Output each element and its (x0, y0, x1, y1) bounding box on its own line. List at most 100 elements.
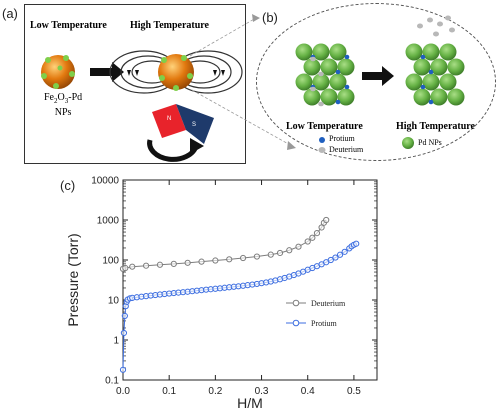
panel-b-label: (b) (262, 10, 278, 25)
data-point-deuterium (156, 261, 164, 268)
series-line-deuterium (122, 219, 327, 270)
legend-protium-marker (319, 137, 325, 143)
x-tick-label: 0.3 (255, 386, 269, 397)
rotation-arrow-icon (147, 138, 204, 162)
pd-atom (303, 58, 321, 76)
panel-a-label: (a) (2, 6, 18, 21)
magnet-n-label: N (167, 116, 172, 122)
legend-marker (292, 319, 300, 327)
pd-lattice-high-temp (405, 15, 465, 106)
legend-deuterium-label: Deuterium (329, 145, 364, 154)
pd-atom (337, 58, 355, 76)
deuterium-atom (437, 21, 443, 27)
deuterium-atom (445, 15, 451, 21)
magnet-icon (152, 104, 214, 144)
legend-label-deuterium: Deuterium (311, 299, 346, 308)
y-tick-label: 100 (102, 256, 119, 267)
data-point-protium (336, 251, 344, 258)
protium-atom (420, 84, 426, 90)
data-point-protium (121, 312, 128, 320)
x-tick-label: 0.1 (162, 386, 176, 397)
nanoparticle-high-temp (158, 54, 194, 91)
data-point-protium (332, 254, 339, 261)
data-point-deuterium (313, 230, 321, 237)
deuterium-atom (318, 71, 324, 77)
data-point-deuterium (212, 257, 219, 264)
legend-pd-label: Pd NPs (418, 138, 442, 147)
protium-atom (335, 69, 341, 75)
pd-atom (413, 88, 431, 106)
data-point-deuterium (286, 247, 293, 254)
data-point-deuterium (170, 260, 177, 267)
data-point-deuterium (226, 256, 233, 263)
deuterium-atom (449, 27, 455, 33)
pd-atom (422, 73, 440, 91)
magnet-s-label: S (192, 122, 197, 128)
data-point-deuterium (304, 238, 311, 245)
pd-atom (337, 88, 355, 106)
legend-deuterium-marker (318, 147, 326, 153)
protium-atom (428, 99, 434, 105)
deuterium-atom (310, 56, 316, 62)
legend-pd-marker (402, 137, 414, 149)
data-point-deuterium (129, 263, 136, 270)
pd-atom (422, 43, 440, 61)
data-point-protium (120, 329, 128, 337)
pd-atom (320, 88, 338, 106)
x-axis-label: H/M (237, 395, 263, 411)
pd-atom (295, 43, 313, 61)
pd-atom (405, 43, 423, 61)
pd-atom (312, 43, 330, 61)
y-tick-label: 1 (113, 336, 119, 347)
x-tick-label: 0.2 (208, 386, 222, 397)
protium-atom (420, 54, 426, 60)
panel-b-ellipse (256, 3, 496, 161)
pd-atom (320, 58, 338, 76)
y-tick-label: 0.1 (105, 376, 119, 387)
protium-atom (428, 69, 434, 75)
data-point-deuterium (122, 264, 129, 272)
panel-b-low-temperature: Low Temperature (286, 121, 363, 132)
deuterium-atom (318, 101, 324, 107)
protium-atom (335, 99, 341, 105)
pd-atom (447, 58, 465, 76)
y-tick-label: 10000 (91, 176, 119, 187)
right-arrow-icon (90, 62, 124, 82)
deuterium-atom (433, 31, 439, 37)
protium-atom (344, 54, 350, 60)
data-point-deuterium (142, 262, 150, 269)
x-tick-label: 0.4 (301, 386, 315, 397)
pd-atom (329, 43, 347, 61)
data-point-protium (327, 256, 334, 264)
deuterium-atom (427, 17, 433, 23)
y-tick-label: 1000 (97, 216, 120, 227)
np-label: Fe2O3-Pd NPs (44, 92, 83, 118)
panel-a-high-temperature: High Temperature (130, 20, 209, 31)
plot-frame (122, 179, 378, 381)
panel-a-illustration (41, 50, 243, 162)
pd-atom (430, 88, 448, 106)
pd-atom (447, 88, 465, 106)
panel-a-box (24, 4, 246, 164)
panel-b-illustration (295, 15, 465, 153)
pd-atom (439, 43, 457, 61)
pd-atom (312, 73, 330, 91)
y-axis-label: Pressure (Torr) (65, 233, 81, 326)
x-tick-label: 0.0 (116, 386, 130, 397)
pd-atom (303, 88, 321, 106)
data-point-deuterium (267, 251, 274, 258)
data-point-deuterium (309, 234, 316, 241)
legend-label-protium: Protium (311, 319, 338, 328)
nanoparticle-low-temp (41, 55, 75, 89)
data-point-protium (119, 366, 127, 373)
panel-c-label: (c) (60, 178, 76, 193)
legend-marker (292, 299, 300, 307)
pd-atom (295, 73, 313, 91)
protium-atom (344, 84, 350, 90)
legend-protium-label: Protium (329, 134, 355, 143)
y-tick-label: 10 (108, 296, 120, 307)
pd-atom (405, 73, 423, 91)
data-point-deuterium (323, 216, 330, 224)
pd-atom (413, 58, 431, 76)
